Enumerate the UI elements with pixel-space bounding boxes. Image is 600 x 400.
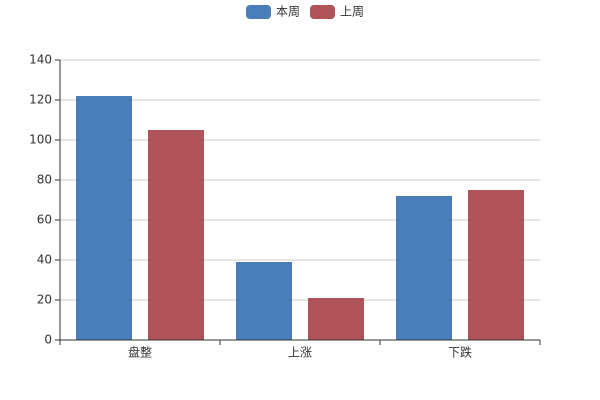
x-tick-label: 上涨 (288, 345, 312, 360)
y-tick-label: 0 (44, 333, 52, 347)
bar (148, 130, 204, 340)
y-tick-label: 140 (29, 53, 52, 67)
bar (236, 262, 292, 340)
bar (308, 298, 364, 340)
y-tick-label: 100 (29, 133, 52, 147)
y-tick-label: 60 (37, 213, 52, 227)
x-tick-label: 盘整 (128, 345, 152, 360)
y-tick-label: 120 (29, 93, 52, 107)
legend-label: 上周 (340, 5, 364, 19)
legend-swatch (246, 5, 271, 19)
bar (468, 190, 524, 340)
legend-swatch (310, 5, 335, 19)
bar (76, 96, 132, 340)
y-tick-label: 20 (37, 293, 52, 307)
bar (396, 196, 452, 340)
y-tick-label: 40 (37, 253, 52, 267)
legend-label: 本周 (276, 5, 300, 19)
y-tick-label: 80 (37, 173, 52, 187)
x-tick-label: 下跌 (448, 345, 472, 360)
